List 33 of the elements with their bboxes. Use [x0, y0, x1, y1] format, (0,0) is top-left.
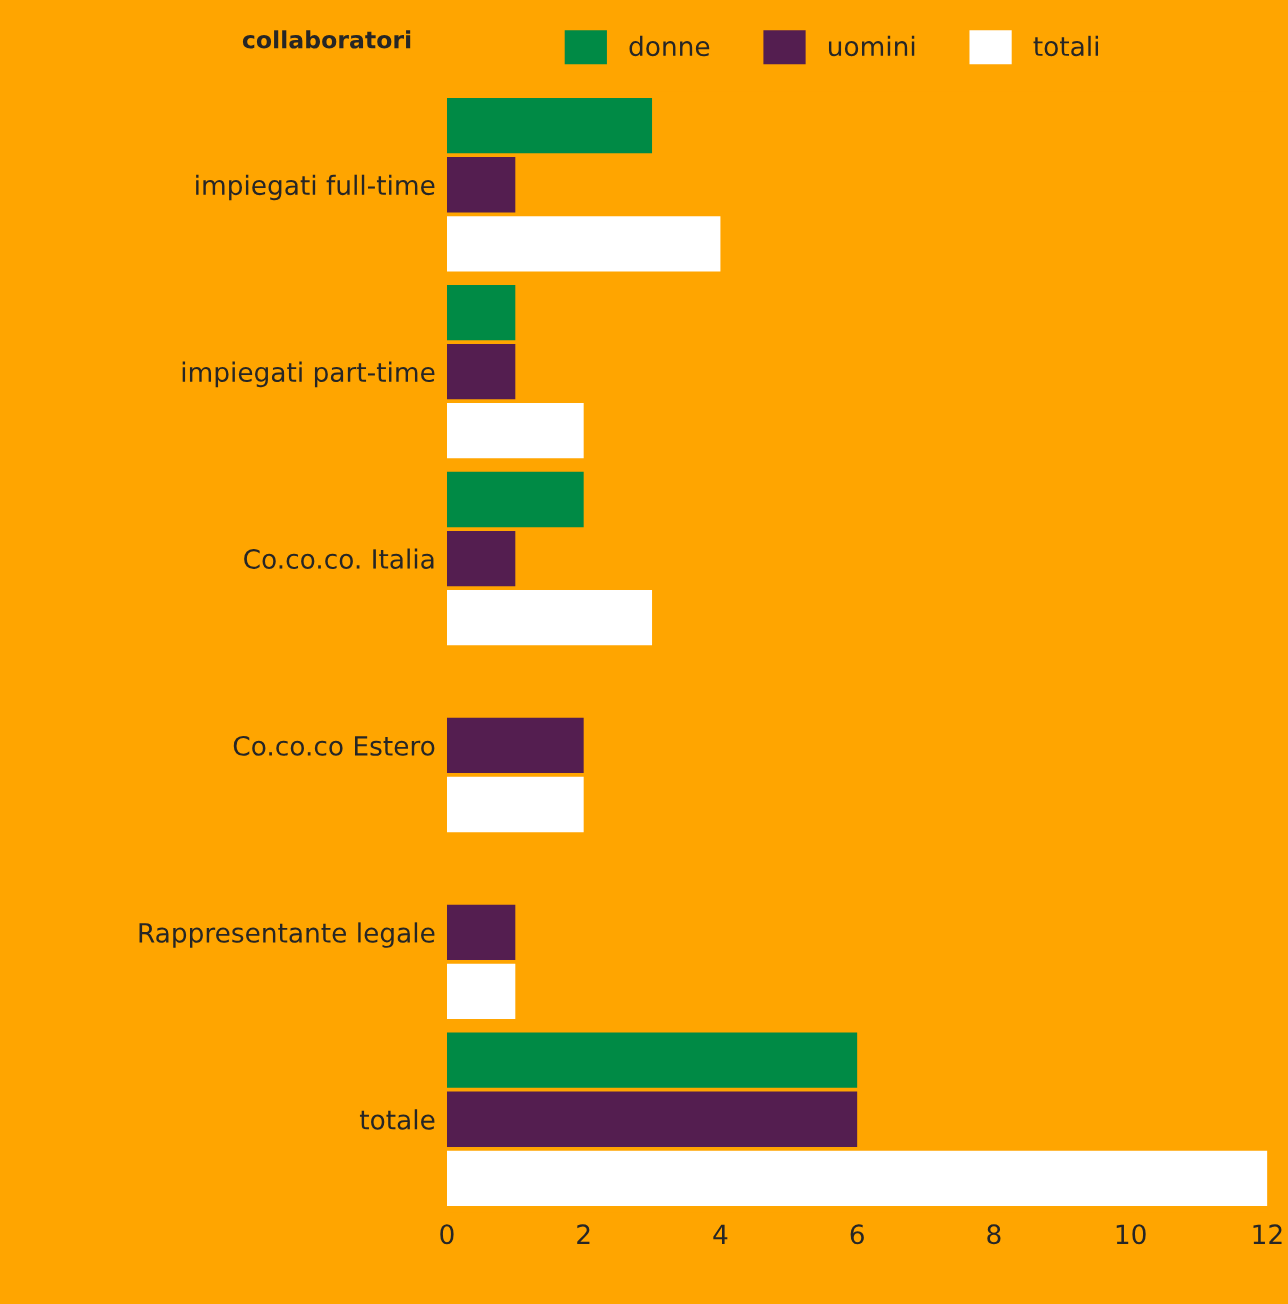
bar [446, 1032, 858, 1088]
legend-label: uomini [828, 35, 915, 57]
y-tick-label: Co.co.co. Italia [244, 548, 434, 569]
y-tick-label: impiegati part-time [182, 361, 435, 388]
bar [446, 589, 653, 646]
bar [446, 284, 516, 341]
x-tick-label: 12 [1253, 1224, 1282, 1244]
bar [446, 403, 584, 459]
bar [446, 343, 516, 400]
bar [446, 776, 584, 833]
bar [446, 530, 516, 587]
y-tick-label: Co.co.co Estero [233, 735, 435, 756]
bar [446, 1091, 858, 1147]
legend-label: totali [1033, 35, 1099, 57]
x-tick-label: 0 [440, 1224, 454, 1245]
bar [446, 98, 653, 154]
x-tick-label: 6 [850, 1224, 864, 1245]
y-tick-label: Rappresentante legale [139, 922, 435, 948]
bar [446, 471, 584, 528]
x-tick-label: 4 [713, 1224, 728, 1244]
bar [446, 157, 516, 213]
bar [446, 717, 584, 774]
bar [446, 963, 516, 1020]
x-tick-label: 2 [577, 1224, 590, 1244]
x-tick-label: 8 [987, 1224, 1001, 1245]
bar [446, 904, 516, 961]
bar [446, 1150, 1268, 1206]
legend-title: collaboratori [242, 30, 411, 49]
x-tick-label: 10 [1116, 1224, 1146, 1245]
bar [446, 216, 721, 272]
y-tick-label: impiegati full-time [196, 174, 435, 201]
legend-label: donne [629, 35, 710, 57]
y-tick-label: totale [359, 1109, 435, 1130]
